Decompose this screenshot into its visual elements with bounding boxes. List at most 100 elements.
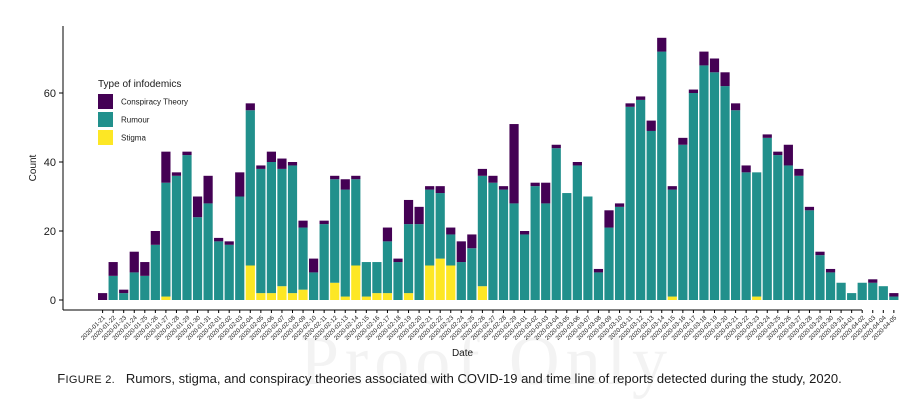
bar-conspiracy-theory [425, 186, 435, 190]
bar-conspiracy-theory [214, 237, 224, 242]
bar-stigma [446, 265, 456, 300]
bar-conspiracy-theory [667, 186, 677, 190]
bar-rumour [857, 282, 867, 300]
bar-conspiracy-theory [161, 151, 171, 183]
bar-rumour [256, 168, 266, 294]
bar-rumour [277, 168, 287, 287]
stacked-bar-chart: 02040602020-01-212020-01-222020-01-23202… [28, 26, 899, 359]
bar-conspiracy-theory [488, 175, 498, 183]
bar-rumour [403, 224, 414, 294]
bar-conspiracy-theory [256, 165, 266, 169]
bar-rumour [488, 182, 498, 300]
bar-conspiracy-theory [773, 151, 783, 156]
bar-conspiracy-theory [98, 293, 108, 300]
bar-rumour [129, 272, 139, 300]
bar-conspiracy-theory [456, 241, 466, 263]
bar-stigma [667, 296, 677, 300]
bar-conspiracy-theory [530, 182, 540, 187]
bar-conspiracy-theory [277, 158, 287, 169]
bar-rumour [583, 196, 593, 300]
bar-rumour [140, 275, 150, 300]
bar-conspiracy-theory [351, 175, 361, 180]
bar-rumour [150, 244, 160, 300]
bar-stigma [298, 289, 308, 300]
bar-stigma [435, 258, 445, 300]
bar-rumour [446, 234, 456, 266]
bar-rumour [340, 189, 350, 297]
bar-conspiracy-theory [889, 293, 899, 297]
bar-rumour [878, 286, 888, 300]
bar-rumour [224, 244, 234, 300]
bar-conspiracy-theory [709, 58, 720, 73]
bar-stigma [425, 265, 435, 300]
bar-rumour [467, 248, 477, 300]
legend-label: Stigma [121, 134, 146, 143]
bar-rumour [319, 224, 329, 300]
bar-rumour [646, 130, 656, 300]
bar-rumour [815, 255, 825, 300]
bar-rumour [593, 272, 604, 300]
bar-rumour [541, 203, 551, 300]
bar-conspiracy-theory [140, 262, 150, 276]
bar-rumour [351, 179, 361, 266]
bar-rumour [562, 193, 572, 300]
bar-conspiracy-theory [688, 89, 698, 93]
bar-rumour [614, 206, 625, 300]
bar-conspiracy-theory [498, 186, 509, 190]
bar-stigma [266, 293, 276, 300]
bar-rumour [847, 293, 857, 300]
bar-conspiracy-theory [150, 231, 160, 245]
bar-rumour [330, 179, 340, 283]
bar-rumour [731, 110, 741, 300]
bar-rumour [235, 196, 245, 300]
bar-conspiracy-theory [192, 196, 203, 218]
bar-conspiracy-theory [783, 144, 793, 166]
bar-stigma [277, 286, 287, 300]
bar-conspiracy-theory [309, 258, 319, 273]
bar-rumour [203, 203, 213, 300]
bar-rumour [752, 172, 762, 297]
figure-caption: FIGURE 2. Rumors, stigma, and conspiracy… [0, 371, 899, 386]
bar-rumour [287, 165, 298, 294]
bar-conspiracy-theory [625, 103, 635, 107]
bar-rumour [762, 137, 772, 300]
bar-conspiracy-theory [678, 137, 688, 145]
bar-rumour [214, 241, 224, 300]
bar-stigma [361, 296, 371, 300]
bar-conspiracy-theory [762, 134, 772, 138]
bar-conspiracy-theory [731, 103, 741, 111]
bar-rumour [393, 262, 403, 300]
bar-rumour [636, 99, 646, 301]
legend-swatch-rumour [98, 112, 113, 127]
bar-conspiracy-theory [108, 262, 118, 276]
bar-rumour [509, 203, 519, 300]
bar-conspiracy-theory [868, 279, 878, 283]
caption-text: Rumors, stigma, and conspiracy theories … [125, 371, 842, 386]
bar-conspiracy-theory [741, 165, 751, 173]
bar-rumour [382, 241, 393, 294]
bar-conspiracy-theory [298, 220, 308, 228]
bar-rumour [551, 148, 561, 300]
legend-swatch-stigma [98, 130, 113, 145]
bar-rumour [182, 155, 192, 300]
bar-conspiracy-theory [245, 103, 255, 111]
bar-conspiracy-theory [403, 199, 414, 225]
bar-rumour [520, 234, 530, 300]
bar-rumour [825, 272, 836, 300]
y-tick-label: 20 [44, 226, 56, 238]
bar-stigma [752, 296, 762, 300]
bar-conspiracy-theory [382, 227, 393, 242]
bar-rumour [699, 65, 709, 301]
bar-conspiracy-theory [266, 151, 276, 162]
bar-stigma [287, 293, 298, 300]
bar-rumour [435, 193, 445, 259]
bar-rumour [625, 106, 635, 300]
bar-rumour [309, 272, 319, 300]
bar-conspiracy-theory [604, 210, 614, 228]
bar-conspiracy-theory [477, 168, 487, 176]
bar-conspiracy-theory [446, 227, 456, 235]
legend-title: Type of infodemics [98, 79, 181, 90]
bar-rumour [425, 189, 435, 266]
bar-conspiracy-theory [119, 289, 129, 294]
bar-rumour [678, 144, 688, 300]
